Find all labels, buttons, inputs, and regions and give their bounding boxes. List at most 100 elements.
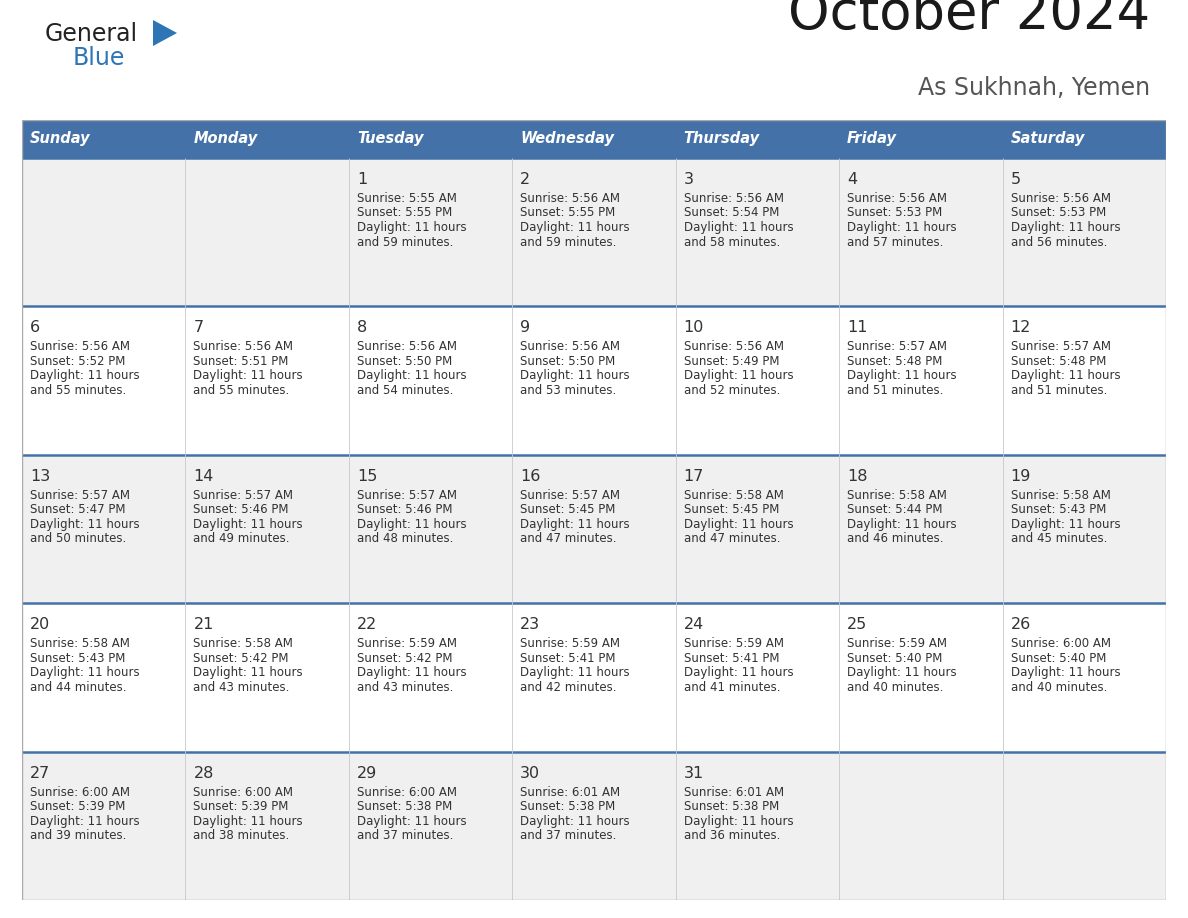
Text: and 51 minutes.: and 51 minutes. xyxy=(847,384,943,397)
Text: Daylight: 11 hours: Daylight: 11 hours xyxy=(847,221,956,234)
Text: 24: 24 xyxy=(684,617,704,633)
Text: Sunset: 5:39 PM: Sunset: 5:39 PM xyxy=(30,800,126,813)
Text: 2: 2 xyxy=(520,172,530,187)
Bar xyxy=(676,120,839,158)
Text: 3: 3 xyxy=(684,172,694,187)
Text: and 55 minutes.: and 55 minutes. xyxy=(30,384,126,397)
Text: Sunrise: 5:57 AM: Sunrise: 5:57 AM xyxy=(847,341,947,353)
Text: Sunset: 5:43 PM: Sunset: 5:43 PM xyxy=(1011,503,1106,516)
Text: Sunrise: 5:59 AM: Sunrise: 5:59 AM xyxy=(684,637,784,650)
Text: Saturday: Saturday xyxy=(1011,131,1085,147)
Text: and 39 minutes.: and 39 minutes. xyxy=(30,829,126,842)
Text: and 46 minutes.: and 46 minutes. xyxy=(847,532,943,545)
Text: Daylight: 11 hours: Daylight: 11 hours xyxy=(520,369,630,383)
Text: Sunset: 5:43 PM: Sunset: 5:43 PM xyxy=(30,652,126,665)
Text: 19: 19 xyxy=(1011,469,1031,484)
Text: Sunset: 5:48 PM: Sunset: 5:48 PM xyxy=(847,355,942,368)
Text: Sunrise: 5:56 AM: Sunrise: 5:56 AM xyxy=(356,341,457,353)
Text: Daylight: 11 hours: Daylight: 11 hours xyxy=(30,666,140,679)
Text: 11: 11 xyxy=(847,320,867,335)
Text: 7: 7 xyxy=(194,320,203,335)
Text: and 43 minutes.: and 43 minutes. xyxy=(356,681,454,694)
Text: Sunrise: 5:59 AM: Sunrise: 5:59 AM xyxy=(520,637,620,650)
Text: Daylight: 11 hours: Daylight: 11 hours xyxy=(847,518,956,531)
Text: and 48 minutes.: and 48 minutes. xyxy=(356,532,454,545)
Text: Sunset: 5:38 PM: Sunset: 5:38 PM xyxy=(356,800,453,813)
Bar xyxy=(23,120,185,158)
Text: Daylight: 11 hours: Daylight: 11 hours xyxy=(684,814,794,828)
Text: and 38 minutes.: and 38 minutes. xyxy=(194,829,290,842)
Text: Sunset: 5:39 PM: Sunset: 5:39 PM xyxy=(194,800,289,813)
Text: Sunset: 5:46 PM: Sunset: 5:46 PM xyxy=(356,503,453,516)
Text: and 45 minutes.: and 45 minutes. xyxy=(1011,532,1107,545)
Text: and 54 minutes.: and 54 minutes. xyxy=(356,384,454,397)
Text: Sunrise: 5:59 AM: Sunrise: 5:59 AM xyxy=(356,637,457,650)
Text: Daylight: 11 hours: Daylight: 11 hours xyxy=(684,666,794,679)
Text: 27: 27 xyxy=(30,766,50,780)
Bar xyxy=(512,120,676,158)
Text: Daylight: 11 hours: Daylight: 11 hours xyxy=(194,814,303,828)
Text: 17: 17 xyxy=(684,469,704,484)
Text: and 57 minutes.: and 57 minutes. xyxy=(847,236,943,249)
Text: Thursday: Thursday xyxy=(684,131,760,147)
Text: Sunset: 5:55 PM: Sunset: 5:55 PM xyxy=(520,207,615,219)
Text: Daylight: 11 hours: Daylight: 11 hours xyxy=(520,518,630,531)
Text: 31: 31 xyxy=(684,766,704,780)
Text: 1: 1 xyxy=(356,172,367,187)
Text: 13: 13 xyxy=(30,469,50,484)
Text: Tuesday: Tuesday xyxy=(356,131,423,147)
Text: Sunrise: 5:58 AM: Sunrise: 5:58 AM xyxy=(30,637,129,650)
Text: October 2024: October 2024 xyxy=(788,0,1150,40)
Text: and 51 minutes.: and 51 minutes. xyxy=(1011,384,1107,397)
Text: and 59 minutes.: and 59 minutes. xyxy=(520,236,617,249)
Bar xyxy=(185,120,349,158)
Text: Sunset: 5:46 PM: Sunset: 5:46 PM xyxy=(194,503,289,516)
Bar xyxy=(1003,120,1165,158)
Text: and 47 minutes.: and 47 minutes. xyxy=(684,532,781,545)
Text: 30: 30 xyxy=(520,766,541,780)
Text: 15: 15 xyxy=(356,469,378,484)
Text: 4: 4 xyxy=(847,172,858,187)
Polygon shape xyxy=(153,20,177,46)
Text: Sunset: 5:48 PM: Sunset: 5:48 PM xyxy=(1011,355,1106,368)
Text: 10: 10 xyxy=(684,320,704,335)
Text: Blue: Blue xyxy=(72,46,126,70)
Text: Daylight: 11 hours: Daylight: 11 hours xyxy=(356,369,467,383)
Text: and 55 minutes.: and 55 minutes. xyxy=(194,384,290,397)
Text: 26: 26 xyxy=(1011,617,1031,633)
Text: Daylight: 11 hours: Daylight: 11 hours xyxy=(847,369,956,383)
Text: Daylight: 11 hours: Daylight: 11 hours xyxy=(520,221,630,234)
Text: and 47 minutes.: and 47 minutes. xyxy=(520,532,617,545)
Text: Sunset: 5:40 PM: Sunset: 5:40 PM xyxy=(1011,652,1106,665)
Text: Sunset: 5:44 PM: Sunset: 5:44 PM xyxy=(847,503,942,516)
Text: Daylight: 11 hours: Daylight: 11 hours xyxy=(356,814,467,828)
Text: Sunset: 5:53 PM: Sunset: 5:53 PM xyxy=(1011,207,1106,219)
Text: As Sukhnah, Yemen: As Sukhnah, Yemen xyxy=(918,76,1150,100)
Text: Sunrise: 6:01 AM: Sunrise: 6:01 AM xyxy=(520,786,620,799)
Text: Sunrise: 5:56 AM: Sunrise: 5:56 AM xyxy=(520,341,620,353)
Text: Daylight: 11 hours: Daylight: 11 hours xyxy=(520,666,630,679)
Text: and 58 minutes.: and 58 minutes. xyxy=(684,236,781,249)
Text: Sunrise: 5:56 AM: Sunrise: 5:56 AM xyxy=(1011,192,1111,205)
Bar xyxy=(23,158,1165,307)
Text: 21: 21 xyxy=(194,617,214,633)
Text: Sunrise: 5:58 AM: Sunrise: 5:58 AM xyxy=(847,488,947,502)
Text: 12: 12 xyxy=(1011,320,1031,335)
Bar xyxy=(349,120,512,158)
Text: Daylight: 11 hours: Daylight: 11 hours xyxy=(1011,221,1120,234)
Text: Sunrise: 5:55 AM: Sunrise: 5:55 AM xyxy=(356,192,456,205)
Text: Sunrise: 5:59 AM: Sunrise: 5:59 AM xyxy=(847,637,947,650)
Bar xyxy=(23,454,1165,603)
Text: Sunset: 5:45 PM: Sunset: 5:45 PM xyxy=(520,503,615,516)
Text: 14: 14 xyxy=(194,469,214,484)
Text: 28: 28 xyxy=(194,766,214,780)
Text: Sunset: 5:41 PM: Sunset: 5:41 PM xyxy=(520,652,615,665)
Text: Daylight: 11 hours: Daylight: 11 hours xyxy=(1011,518,1120,531)
Text: and 50 minutes.: and 50 minutes. xyxy=(30,532,126,545)
Text: Sunrise: 5:57 AM: Sunrise: 5:57 AM xyxy=(356,488,457,502)
Text: Sunrise: 6:00 AM: Sunrise: 6:00 AM xyxy=(30,786,129,799)
Text: Daylight: 11 hours: Daylight: 11 hours xyxy=(194,369,303,383)
Text: and 52 minutes.: and 52 minutes. xyxy=(684,384,781,397)
Text: Daylight: 11 hours: Daylight: 11 hours xyxy=(356,666,467,679)
Text: 9: 9 xyxy=(520,320,530,335)
